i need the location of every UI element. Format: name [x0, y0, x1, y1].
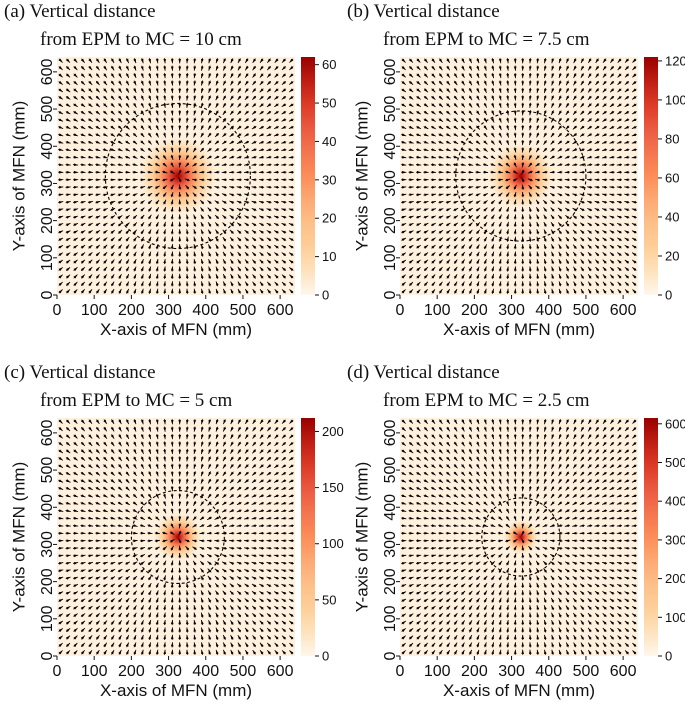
colorbar-tick-label: 20: [322, 211, 336, 226]
y-tick-label: 0: [39, 290, 56, 299]
x-tick-label: 400: [535, 302, 562, 319]
y-tick-label: 300: [382, 170, 399, 197]
vector-field: [58, 58, 294, 294]
y-axis-label: Y-axis of MFN (mm): [352, 101, 371, 252]
vector-field: [401, 58, 637, 294]
colorbar-tick-label: 100: [665, 92, 685, 107]
colorbar-tick-label: 10: [322, 249, 336, 264]
panel-title-line1: (c) Vertical distance: [4, 362, 156, 383]
x-tick-label: 200: [118, 302, 145, 319]
colorbar-tick-label: 40: [322, 134, 336, 149]
colorbar-tick-label: 40: [665, 209, 679, 224]
y-tick-label: 100: [382, 244, 399, 271]
colorbar-tick-label: 120: [665, 53, 685, 68]
x-tick-label: 300: [498, 302, 525, 319]
y-tick-label: 500: [382, 96, 399, 123]
x-tick-label: 400: [192, 302, 219, 319]
dashed-boundary-circle: [104, 102, 251, 250]
x-axis-label: X-axis of MFN (mm): [100, 320, 252, 339]
x-tick-label: 100: [81, 302, 108, 319]
panel-2: (b) Vertical distance from EPM to MC = 7.…: [347, 1, 685, 339]
x-axis-label: X-axis of MFN (mm): [443, 320, 595, 339]
colorbar-tick-label: 60: [322, 57, 336, 72]
y-tick-label: 300: [39, 170, 56, 197]
heatmap-field: [57, 57, 295, 295]
heatmap-field: [57, 418, 295, 656]
panel-title-line1: (a) Vertical distance: [4, 1, 156, 22]
panel-title-line2: from EPM to MC = 10 cm: [40, 29, 242, 50]
x-tick-label: 100: [424, 302, 451, 319]
y-tick-label: 200: [39, 207, 56, 234]
colorbar-tick-label: 30: [322, 172, 336, 187]
y-tick-label: 400: [382, 133, 399, 160]
x-tick-label: 200: [461, 302, 488, 319]
colorbar-tick-label: 60: [665, 170, 679, 185]
y-tick-label: 400: [39, 133, 56, 160]
x-tick-label: 300: [155, 302, 182, 319]
y-axis-label: Y-axis of MFN (mm): [9, 101, 28, 252]
x-tick-label: 0: [53, 302, 62, 319]
colorbar: [644, 57, 658, 295]
colorbar-tick-label: 20: [665, 248, 679, 263]
x-tick-label: 500: [573, 302, 600, 319]
panel-title-line2: from EPM to MC = 5 cm: [40, 390, 232, 411]
x-tick-label: 600: [267, 302, 294, 319]
y-tick-label: 600: [382, 58, 399, 85]
colorbar-tick-label: 80: [665, 131, 679, 146]
y-tick-label: 500: [39, 96, 56, 123]
y-tick-label: 100: [39, 244, 56, 271]
colorbar: [301, 57, 315, 295]
colorbar-tick-label: 50: [322, 96, 336, 111]
colorbar-tick-label: 0: [665, 288, 672, 303]
panel-3: (c) Vertical distance from EPM to MC = 5 …: [4, 362, 344, 700]
colorbar-tick-label: 0: [322, 288, 329, 303]
x-tick-label: 500: [230, 302, 257, 319]
y-tick-label: 0: [382, 290, 399, 299]
y-tick-label: 600: [39, 58, 56, 85]
x-tick-label: 600: [610, 302, 637, 319]
panel-1: (a) Vertical distance from EPM to MC = 10…: [4, 1, 336, 339]
x-tick-label: 0: [396, 302, 405, 319]
y-tick-label: 200: [382, 207, 399, 234]
panel-title-line2: from EPM to MC = 7.5 cm: [383, 29, 590, 50]
panel-title-line1: (b) Vertical distance: [347, 1, 500, 22]
heatmap-field: [400, 57, 638, 295]
